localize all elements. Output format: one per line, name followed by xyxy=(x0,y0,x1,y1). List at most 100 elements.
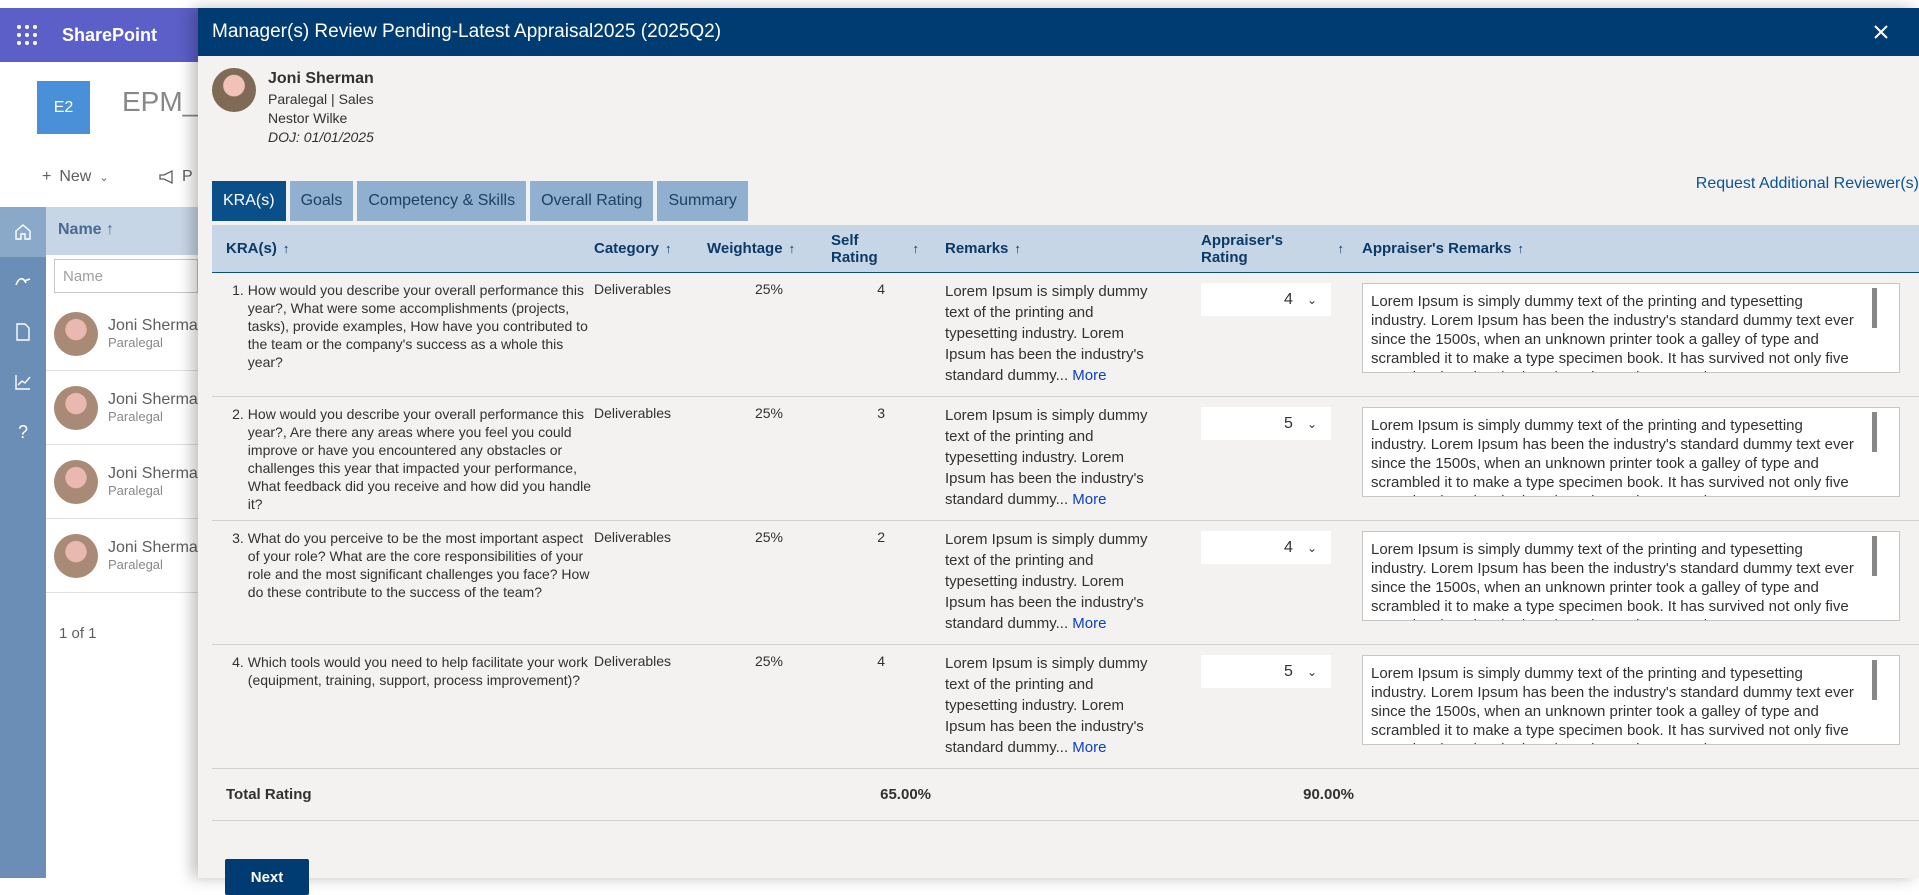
kra-cell: 1. How would you describe your overall p… xyxy=(212,273,594,396)
appraiser-rating-dropdown[interactable]: 5 ⌄ xyxy=(1201,655,1331,688)
appraiser-rating-dropdown[interactable]: 4 ⌄ xyxy=(1201,531,1331,564)
appraiser-remarks-column-header[interactable]: Appraiser's Remarks ↑ xyxy=(1358,240,1919,257)
tab-summary[interactable]: Summary xyxy=(657,181,748,221)
name-filter-input[interactable]: Name xyxy=(54,259,198,293)
avatar xyxy=(212,68,256,112)
category-cell: Deliverables xyxy=(594,529,672,545)
my-sites-rail-button[interactable] xyxy=(0,257,46,307)
remarks-text: Lorem Ipsum is simply dummy text of the … xyxy=(945,531,1148,632)
category-cell: Deliverables xyxy=(594,281,672,297)
scrollbar-thumb[interactable] xyxy=(1872,536,1877,576)
sort-up-icon: ↑ xyxy=(912,241,920,256)
kra-question: Which tools would you need to help facil… xyxy=(247,654,588,688)
weightage-header-label: Weightage xyxy=(707,240,783,257)
list-item-role: Paralegal xyxy=(108,409,163,424)
sort-up-icon: ↑ xyxy=(665,241,672,256)
close-button[interactable] xyxy=(1869,20,1893,44)
weightage-cell: 25% xyxy=(754,281,784,297)
scrollbar-thumb[interactable] xyxy=(1872,660,1877,700)
avatar xyxy=(54,311,98,356)
more-link[interactable]: More xyxy=(1072,739,1107,756)
appraiser-remarks-textarea[interactable]: Lorem Ipsum is simply dummy text of the … xyxy=(1362,655,1900,745)
kra-cell: 3. What do you perceive to be the most i… xyxy=(212,521,594,644)
appraiser-remarks-textarea[interactable]: Lorem Ipsum is simply dummy text of the … xyxy=(1362,531,1900,621)
more-link[interactable]: More xyxy=(1072,367,1107,384)
appraiser-remarks-textarea[interactable]: Lorem Ipsum is simply dummy text of the … xyxy=(1362,407,1900,497)
employee-role-dept: Paralegal | Sales xyxy=(268,91,374,107)
megaphone-icon xyxy=(159,169,173,185)
remarks-cell: Lorem Ipsum is simply dummy text of the … xyxy=(945,521,1201,644)
name-column-header[interactable]: Name ↑ xyxy=(46,207,206,255)
appraiser-rating-dropdown[interactable]: 5 ⌄ xyxy=(1201,407,1331,440)
appraiser-rating-value: 4 xyxy=(1284,290,1293,308)
list-item-role: Paralegal xyxy=(108,557,163,572)
promote-command-label: P xyxy=(182,168,193,185)
self-rating-cell: 4 xyxy=(877,281,885,297)
category-header-label: Category xyxy=(594,240,660,257)
file-icon xyxy=(16,323,30,341)
site-logo[interactable]: E2 xyxy=(37,81,90,134)
appraiser-remarks-cell: Lorem Ipsum is simply dummy text of the … xyxy=(1358,521,1919,644)
tab-bar: KRA(s) Goals Competency & Skills Overall… xyxy=(212,181,748,221)
kra-question: How would you describe your overall perf… xyxy=(247,282,588,370)
avatar xyxy=(54,385,98,430)
employee-doj: DOJ: 01/01/2025 xyxy=(268,129,374,145)
sharepoint-brand[interactable]: SharePoint xyxy=(62,24,158,45)
app-launcher-button[interactable] xyxy=(0,8,54,62)
more-link[interactable]: More xyxy=(1072,615,1107,632)
chevron-down-icon: ⌄ xyxy=(1306,292,1317,307)
appraiser-rating-dropdown[interactable]: 4 ⌄ xyxy=(1201,283,1331,316)
chevron-down-icon: ⌄ xyxy=(99,171,109,184)
help-icon: ? xyxy=(17,421,28,442)
files-rail-button[interactable] xyxy=(0,307,46,357)
tab-goals[interactable]: Goals xyxy=(289,181,354,221)
appraiser-rating-header-line1: Appraiser's xyxy=(1201,231,1283,249)
new-command-button[interactable]: + New ⌄ xyxy=(42,168,109,186)
home-icon xyxy=(15,224,31,240)
scrollbar-thumb[interactable] xyxy=(1872,288,1877,328)
appraiser-remarks-header-label: Appraiser's Remarks xyxy=(1362,240,1512,257)
self-rating-header-label: Self Rating xyxy=(831,232,878,266)
chevron-down-icon: ⌄ xyxy=(1306,416,1317,431)
tab-competency-skills[interactable]: Competency & Skills xyxy=(357,181,527,221)
panel-header: Manager(s) Review Pending-Latest Apprais… xyxy=(198,8,1919,56)
list-item[interactable]: Joni Sherma Paralegal xyxy=(46,445,206,519)
avatar xyxy=(54,459,98,504)
list-item[interactable]: Joni Sherma Paralegal xyxy=(46,297,206,371)
home-rail-button[interactable] xyxy=(0,207,46,257)
appraiser-remarks-textarea[interactable]: Lorem Ipsum is simply dummy text of the … xyxy=(1362,283,1900,373)
category-column-header[interactable]: Category ↑ xyxy=(594,240,707,257)
avatar xyxy=(54,533,98,578)
appraiser-rating-column-header[interactable]: Appraiser's Rating ↑ xyxy=(1201,232,1358,266)
tab-overall-rating[interactable]: Overall Rating xyxy=(530,181,654,221)
kra-column-header[interactable]: KRA(s) ↑ xyxy=(212,240,594,257)
table-row: 2. How would you describe your overall p… xyxy=(212,397,1919,521)
analytics-rail-button[interactable] xyxy=(0,357,46,407)
list-item[interactable]: Joni Sherma Paralegal xyxy=(46,519,206,593)
kra-number: 3. xyxy=(232,530,244,546)
chevron-down-icon: ⌄ xyxy=(1306,540,1317,555)
appraiser-remarks-text: Lorem Ipsum is simply dummy text of the … xyxy=(1371,541,1854,620)
self-rating-column-header[interactable]: Self Rating ↑ xyxy=(831,232,945,266)
next-button[interactable]: Next xyxy=(225,859,309,895)
appraiser-remarks-text: Lorem Ipsum is simply dummy text of the … xyxy=(1371,417,1854,496)
appraiser-rating-cell: 5 ⌄ xyxy=(1201,397,1358,520)
remarks-column-header[interactable]: Remarks ↑ xyxy=(945,240,1201,257)
employee-name: Joni Sherman xyxy=(268,70,374,87)
list-item[interactable]: Joni Sherma Paralegal xyxy=(46,371,206,445)
more-link[interactable]: More xyxy=(1072,491,1107,508)
remarks-cell: Lorem Ipsum is simply dummy text of the … xyxy=(945,273,1201,396)
help-rail-button[interactable]: ? xyxy=(0,407,46,457)
list-item-role: Paralegal xyxy=(108,335,163,350)
appraiser-rating-cell: 4 ⌄ xyxy=(1201,521,1358,644)
appraiser-remarks-cell: Lorem Ipsum is simply dummy text of the … xyxy=(1358,645,1919,768)
tab-kras[interactable]: KRA(s) xyxy=(212,181,286,221)
weightage-column-header[interactable]: Weightage ↑ xyxy=(707,240,831,257)
sort-up-icon: ↑ xyxy=(788,241,796,256)
total-rating-row: Total Rating 65.00% 90.00% xyxy=(212,769,1919,821)
scrollbar-thumb[interactable] xyxy=(1872,412,1877,452)
chevron-down-icon: ⌄ xyxy=(1306,664,1317,679)
promote-command-button[interactable]: P xyxy=(158,168,193,186)
request-reviewer-link[interactable]: Request Additional Reviewer(s) xyxy=(1695,175,1919,192)
sort-up-icon: ↑ xyxy=(282,241,290,256)
